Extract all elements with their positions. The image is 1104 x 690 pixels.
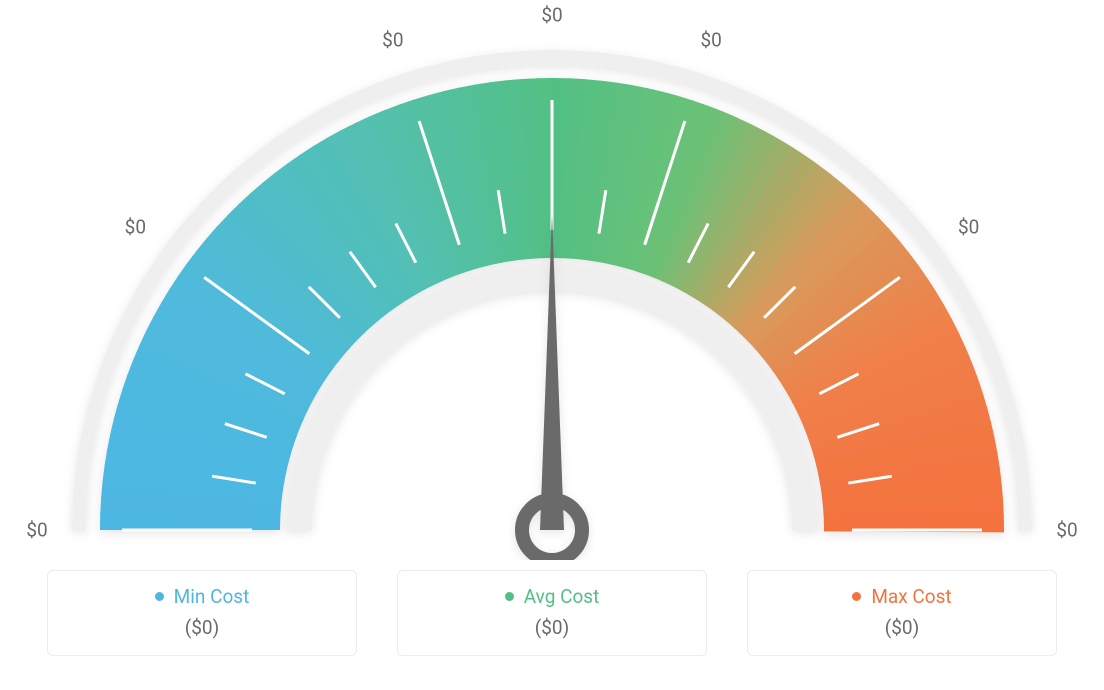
legend-title: Avg Cost <box>505 585 600 608</box>
legend-value: ($0) <box>758 616 1046 639</box>
legend-card: Avg Cost ($0) <box>397 570 707 656</box>
legend-dot-icon <box>505 592 514 601</box>
legend-card: Min Cost ($0) <box>47 570 357 656</box>
legend-title-text: Min Cost <box>174 585 250 608</box>
legend-title: Max Cost <box>852 585 951 608</box>
legend-card: Max Cost ($0) <box>747 570 1057 656</box>
legend-dot-icon <box>852 592 861 601</box>
legend-row: Min Cost ($0) Avg Cost ($0) Max Cost ($0) <box>0 570 1104 656</box>
gauge-tick-label: $0 <box>26 519 47 542</box>
gauge-chart: $0 $0 $0 $0 $0 $0 $0 <box>0 0 1104 560</box>
legend-value: ($0) <box>58 616 346 639</box>
legend-value: ($0) <box>408 616 696 639</box>
gauge-tick-label: $0 <box>541 4 562 27</box>
legend-title-text: Max Cost <box>871 585 951 608</box>
gauge-tick-label: $0 <box>1056 519 1077 542</box>
gauge-tick-label: $0 <box>700 29 721 52</box>
legend-title-text: Avg Cost <box>524 585 600 608</box>
gauge-tick-label: $0 <box>382 29 403 52</box>
legend-dot-icon <box>155 592 164 601</box>
gauge-tick-label: $0 <box>125 216 146 239</box>
gauge-svg <box>0 0 1104 560</box>
gauge-tick-label: $0 <box>958 216 979 239</box>
legend-title: Min Cost <box>155 585 250 608</box>
